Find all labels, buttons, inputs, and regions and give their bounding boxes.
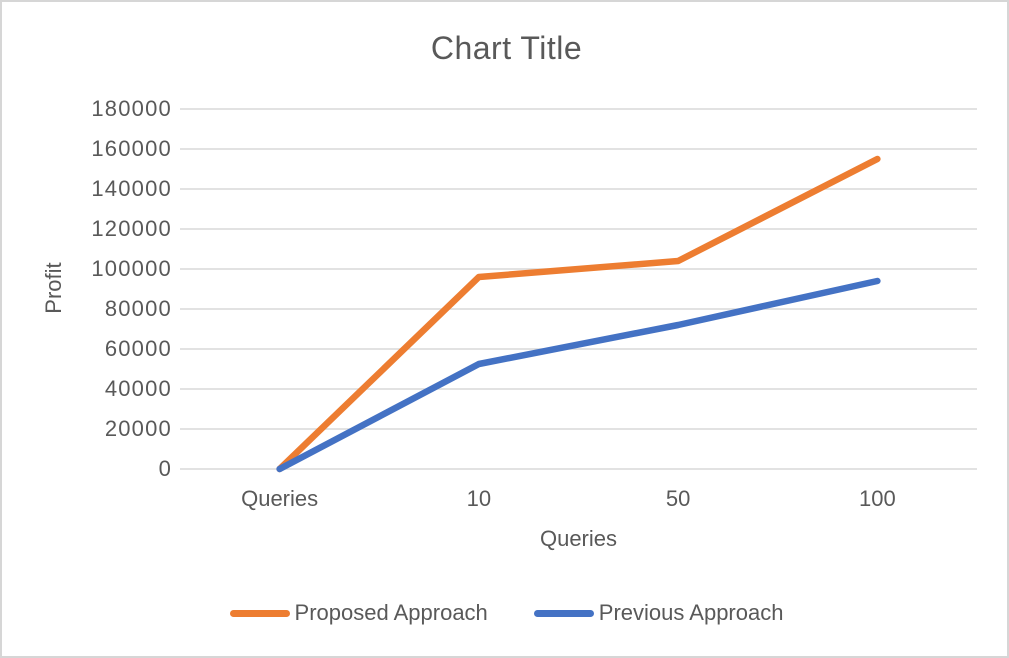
x-axis-tick-label: Queries [241, 486, 319, 511]
x-axis-title: Queries [539, 526, 618, 551]
y-axis-tick-label: 80000 [104, 296, 172, 321]
y-axis-tick-label: 0 [158, 456, 172, 481]
series-line-previous-approach [276, 277, 881, 473]
y-axis-tick-label: 100000 [91, 256, 172, 281]
series-line-proposed-approach [276, 155, 881, 473]
x-axis-tick-label: 50 [665, 486, 691, 511]
legend-line-swatch [533, 609, 594, 617]
y-axis-tick-label: 180000 [91, 96, 172, 121]
plot-area [180, 108, 977, 473]
legend-label: Proposed Approach [294, 600, 488, 625]
x-axis-tick-label: 100 [859, 486, 896, 511]
x-axis-tick-label: 10 [466, 486, 492, 511]
y-axis-tick-label: 120000 [91, 216, 172, 241]
y-axis-tick-label: 140000 [91, 176, 172, 201]
legend: Proposed Approach Previous Approach [2, 600, 1009, 626]
y-axis-tick-label: 20000 [104, 416, 172, 441]
y-axis-tick-label: 40000 [104, 376, 172, 401]
gridlines-group [180, 108, 977, 470]
y-axis-tick-label: 60000 [104, 336, 172, 361]
legend-item-proposed-approach: Proposed Approach [229, 600, 488, 626]
legend-line-swatch [229, 609, 290, 617]
legend-label: Previous Approach [598, 600, 784, 625]
chart-title: Chart Title [430, 30, 583, 66]
legend-item-previous-approach: Previous Approach [533, 600, 784, 626]
y-axis-tick-label: 160000 [91, 136, 172, 161]
